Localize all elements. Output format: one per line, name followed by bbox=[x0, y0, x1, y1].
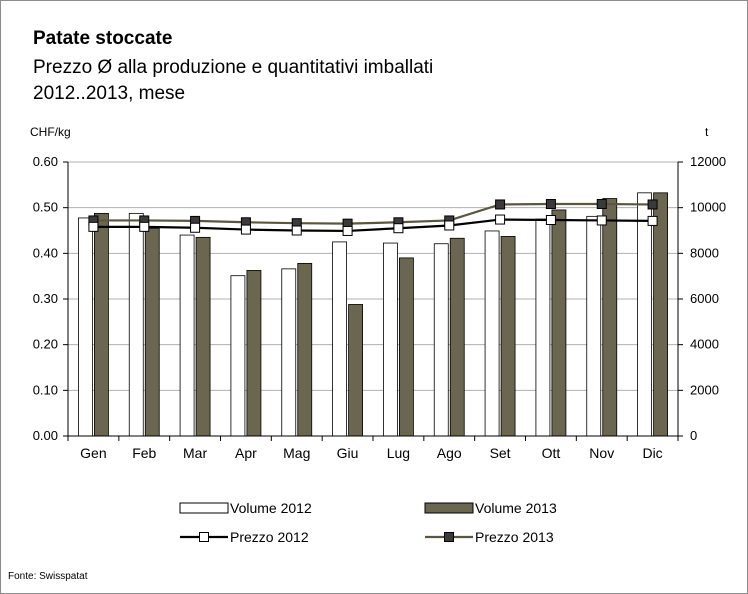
bar-volume-2013 bbox=[94, 212, 109, 437]
right-tick-label: 10000 bbox=[690, 200, 726, 215]
legend-label-volume-2013: Volume 2013 bbox=[475, 500, 557, 516]
bar-volume-2013 bbox=[144, 227, 160, 437]
bar-volume-2013 bbox=[348, 304, 363, 437]
bar-volume-2012 bbox=[230, 275, 246, 437]
bar-volume-2013 bbox=[399, 257, 414, 437]
bar-volume-2013 bbox=[195, 236, 211, 437]
subtitle-line-1: Prezzo Ø alla produzione e quantitativi … bbox=[33, 57, 434, 78]
bar-volume-2012 bbox=[332, 241, 347, 437]
left-tick-label: 0.40 bbox=[33, 245, 58, 260]
left-tick-label: 0.30 bbox=[33, 291, 58, 306]
legend-marker-prezzo-2013 bbox=[444, 532, 454, 542]
marker-prezzo-2012 bbox=[444, 220, 455, 231]
category-label: Set bbox=[490, 445, 511, 461]
chart-subtitle: Prezzo Ø alla produzione e quantitativi … bbox=[33, 55, 433, 107]
category-label: Feb bbox=[132, 445, 156, 461]
category-label: Lug bbox=[387, 445, 410, 461]
bar-volume-2012 bbox=[78, 217, 93, 437]
marker-prezzo-2013 bbox=[545, 199, 556, 210]
marker-prezzo-2012 bbox=[342, 225, 353, 236]
bar-volume-2013 bbox=[602, 198, 618, 437]
category-label: Nov bbox=[589, 445, 614, 461]
left-tick-label: 0.10 bbox=[33, 382, 58, 397]
category-label: Ott bbox=[542, 445, 561, 461]
legend-label-prezzo-2012: Prezzo 2012 bbox=[230, 529, 309, 545]
left-tick-label: 0.50 bbox=[33, 200, 58, 215]
right-tick-label: 12000 bbox=[690, 154, 726, 169]
left-tick-label: 0.00 bbox=[33, 428, 58, 443]
marker-prezzo-2013 bbox=[647, 199, 658, 210]
bar-volume-2012 bbox=[535, 218, 551, 437]
subtitle-line-2: 2012..2013, mese bbox=[33, 83, 186, 104]
bar-volume-2013 bbox=[297, 262, 313, 437]
marker-prezzo-2012 bbox=[393, 223, 404, 234]
category-label: Mar bbox=[183, 445, 207, 461]
right-tick-label: 4000 bbox=[690, 337, 719, 352]
legend-swatch-volume-2013 bbox=[424, 502, 474, 514]
bar-volume-2013 bbox=[551, 209, 567, 437]
right-tick-label: 0 bbox=[690, 428, 697, 443]
marker-prezzo-2012 bbox=[647, 215, 658, 226]
right-tick-label: 6000 bbox=[690, 291, 719, 306]
line-prezzo-2013 bbox=[93, 202, 653, 225]
bar-volume-2012 bbox=[383, 242, 398, 437]
marker-prezzo-2012 bbox=[596, 215, 607, 226]
legend-marker-prezzo-2012 bbox=[199, 532, 209, 542]
category-label: Apr bbox=[235, 445, 257, 461]
bar-volume-2012 bbox=[637, 192, 652, 437]
marker-prezzo-2012 bbox=[291, 225, 302, 236]
bar-volume-2012 bbox=[433, 243, 449, 437]
bar-volume-2012 bbox=[179, 234, 195, 437]
bar-volume-2013 bbox=[653, 192, 668, 437]
source-note: Fonte: Swisspatat bbox=[8, 571, 88, 582]
category-label: Gen bbox=[80, 445, 106, 461]
bar-volume-2013 bbox=[449, 237, 465, 437]
bar-volume-2012 bbox=[128, 212, 144, 437]
bar-volume-2013 bbox=[500, 236, 516, 437]
bar-volume-2012 bbox=[586, 215, 602, 437]
category-label: Giu bbox=[337, 445, 359, 461]
legend-label-prezzo-2013: Prezzo 2013 bbox=[475, 529, 554, 545]
category-label: Ago bbox=[437, 445, 462, 461]
category-label: Mag bbox=[283, 445, 310, 461]
marker-prezzo-2012 bbox=[139, 221, 150, 232]
left-tick-label: 0.60 bbox=[33, 154, 58, 169]
chart-title: Patate stoccate bbox=[33, 28, 173, 49]
bar-volume-2013 bbox=[246, 270, 262, 437]
marker-prezzo-2013 bbox=[596, 199, 607, 210]
marker-prezzo-2012 bbox=[545, 214, 556, 225]
left-axis-unit: CHF/kg bbox=[30, 125, 71, 139]
bar-volume-2012 bbox=[281, 268, 297, 437]
right-axis-unit: t bbox=[705, 125, 709, 139]
category-label: Dic bbox=[642, 445, 662, 461]
legend-label-volume-2012: Volume 2012 bbox=[230, 500, 312, 516]
left-tick-label: 0.20 bbox=[33, 337, 58, 352]
marker-prezzo-2012 bbox=[240, 224, 251, 235]
line-prezzo-2012 bbox=[93, 218, 653, 233]
marker-prezzo-2012 bbox=[88, 221, 99, 232]
bar-volume-2012 bbox=[484, 230, 500, 437]
right-tick-label: 8000 bbox=[690, 245, 719, 260]
legend-swatch-volume-2012 bbox=[179, 502, 229, 514]
right-tick-label: 2000 bbox=[690, 382, 719, 397]
marker-prezzo-2012 bbox=[190, 222, 201, 233]
marker-prezzo-2013 bbox=[495, 199, 506, 210]
marker-prezzo-2012 bbox=[495, 214, 506, 225]
